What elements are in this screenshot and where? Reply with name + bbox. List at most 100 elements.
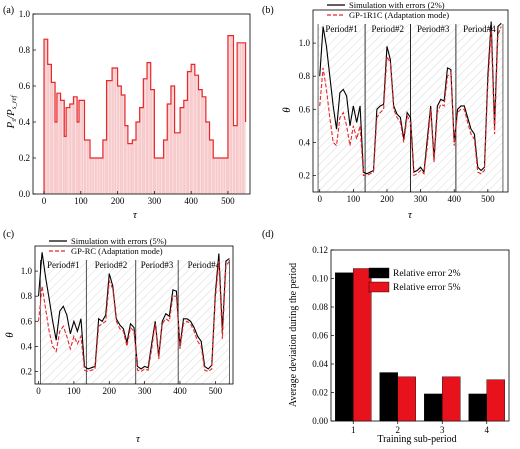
panel-b-legend-label: GP-1R1C (Adaptation mode) bbox=[349, 10, 449, 20]
panel-c-legend-label: Simulation with errors (5%) bbox=[71, 236, 167, 246]
panel-d-bar-s1-c2 bbox=[379, 372, 398, 422]
panel-d-legend-label: Relative error 2% bbox=[393, 269, 461, 279]
panel-c-xtick-label: 500 bbox=[209, 386, 223, 396]
panel-b-period-hatch bbox=[410, 24, 456, 192]
panel-d-plot: 0.00 0.02 0.04 0.06 0.08 0.10 0.12 1 2 3 4 Relative… bbox=[312, 245, 510, 435]
panel-a-plot: 0 100 200 300 400 500 0.0 0.2 0.4 0.6 0.8 1.0 bbox=[19, 9, 251, 206]
panel-c-ytick-label: 1.0 bbox=[21, 266, 33, 276]
panel-a-step-fill bbox=[77, 122, 79, 194]
panel-c-series-line-2 bbox=[37, 260, 230, 373]
panel-d-ytick-label: 0.12 bbox=[312, 245, 328, 255]
panel-d-bar-s1-c3 bbox=[424, 393, 443, 422]
panel-b-ytick-label: 0.4 bbox=[299, 137, 311, 147]
panel-d-ytick-label: 0.02 bbox=[312, 388, 328, 398]
panel-d-ytick-label: 0.10 bbox=[312, 274, 328, 284]
panel-a-ytick-label: 0.2 bbox=[19, 153, 30, 163]
panel-d-xtick-label: 2 bbox=[396, 425, 401, 435]
panel-b-period-label: Period#4 bbox=[463, 24, 496, 34]
panel-c-period-label: Period#3 bbox=[141, 260, 174, 270]
panel-d-bar-s2-c1 bbox=[353, 268, 372, 422]
panel-b-xtick-label: 200 bbox=[380, 194, 394, 204]
panel-b-xtick-label: 400 bbox=[447, 194, 461, 204]
panel-a-step-fill bbox=[55, 122, 57, 194]
panel-b-period-hatch bbox=[318, 24, 366, 192]
panel-a-xtick-label: 300 bbox=[148, 196, 162, 206]
panel-c-plot: Period#1 Period#2 Period#3 Period#4 Simulati… bbox=[21, 236, 234, 396]
panel-d-legend-label: Relative error 5% bbox=[393, 283, 461, 293]
panel-b-period-label: Period#1 bbox=[325, 24, 358, 34]
panel-c-series-line-1 bbox=[37, 252, 230, 370]
panel-a-step-fill bbox=[237, 42, 245, 194]
panel-c-ytick-label: 0.8 bbox=[21, 291, 33, 301]
panel-tag-c: (c) bbox=[3, 229, 14, 240]
panel-b-ytick-label: 0.8 bbox=[299, 71, 311, 81]
panel-a-step-fill bbox=[112, 68, 118, 194]
panel-d-legend-swatch bbox=[368, 267, 390, 279]
panel-b-xtick-label: 500 bbox=[481, 194, 495, 204]
panel-c-xtick-label: 400 bbox=[173, 386, 187, 396]
panel-a-ylabel-mid: /P bbox=[5, 109, 17, 120]
panel-c-axes-frame bbox=[34, 245, 234, 385]
panel-b-xlabel: τ bbox=[408, 209, 413, 221]
panel-a-xtick-label: 200 bbox=[111, 196, 125, 206]
panel-a-ytick-label: 0.6 bbox=[19, 81, 31, 91]
panel-b-plot: Period#1 Period#2 Period#3 Period#4 Simulati… bbox=[299, 0, 509, 204]
panel-b-period-label: Period#3 bbox=[417, 24, 450, 34]
panel-tag-d: (d) bbox=[262, 229, 274, 240]
panel-d-ylabel: Average deviation during the period bbox=[288, 263, 299, 407]
panel-c-period-label: Period#1 bbox=[47, 260, 80, 270]
panel-c-period-hatch bbox=[40, 260, 87, 384]
panel-d-legend-swatch bbox=[368, 281, 390, 293]
panel-a-step-fill bbox=[174, 132, 181, 194]
panel-d-xtick-label: 1 bbox=[351, 425, 356, 435]
panel-a-ytick-label: 0.4 bbox=[19, 117, 31, 127]
panel-b-series-line-2 bbox=[319, 26, 502, 177]
panel-a-ytick-label: 0.8 bbox=[19, 45, 31, 55]
panel-a-step-fill bbox=[106, 80, 113, 194]
panel-d-bar-s1-c4 bbox=[468, 393, 487, 422]
panel-c-xtick-label: 100 bbox=[67, 386, 81, 396]
panel-d-xtick-label: 3 bbox=[440, 425, 445, 435]
panel-b-period-label: Period#2 bbox=[372, 24, 405, 34]
panel-a-ylabel: Ps/Ps_ref bbox=[5, 94, 18, 129]
panel-c-xtick-label: 0 bbox=[36, 386, 41, 396]
panel-a-step-fill bbox=[124, 125, 128, 194]
panel-c-xtick-label: 300 bbox=[138, 386, 152, 396]
panel-c-ytick-label: 0.6 bbox=[21, 316, 33, 326]
panel-c-ylabel: θ bbox=[4, 332, 16, 338]
panel-b-series-line-1 bbox=[319, 21, 502, 175]
panel-d-bar-s2-c3 bbox=[442, 376, 461, 422]
panel-c-legend-label: GP-RC (Adaptation mode) bbox=[71, 246, 163, 256]
panel-a-xtick-label: 400 bbox=[184, 196, 198, 206]
panel-c-xtick-label: 200 bbox=[103, 386, 117, 396]
panel-c-period-hatch bbox=[135, 260, 179, 384]
panel-c-ytick-label: 0.2 bbox=[21, 366, 32, 376]
panel-a-ytick-label: 1.0 bbox=[19, 9, 31, 19]
panel-c-period-label: Period#4 bbox=[188, 260, 221, 270]
panel-a-ylabel-p: P bbox=[5, 122, 17, 130]
panel-a-axes-frame bbox=[32, 13, 251, 195]
panel-b-ytick-label: 1.0 bbox=[299, 38, 311, 48]
panel-d-bar-s2-c4 bbox=[486, 379, 505, 422]
panel-a-step-fill bbox=[227, 35, 234, 194]
panel-b-ytick-label: 0.6 bbox=[299, 104, 311, 114]
panel-a-ylabel-sub2: s_ref bbox=[10, 94, 18, 109]
panel-b-xtick-label: 0 bbox=[317, 194, 322, 204]
panel-a-step-line bbox=[43, 35, 247, 194]
panel-c-xlabel: τ bbox=[136, 433, 141, 445]
panel-a-ylabel-sub1: s bbox=[10, 119, 18, 122]
panel-a-step-fill bbox=[78, 100, 85, 194]
panel-b-ylabel: θ bbox=[281, 107, 293, 113]
panel-b-axes-frame bbox=[312, 9, 509, 193]
panel-d-ytick-label: 0.00 bbox=[312, 416, 328, 426]
panel-a-step-fill bbox=[84, 140, 91, 194]
panel-b-period-hatch bbox=[365, 24, 411, 192]
panel-a-xtick-label: 500 bbox=[221, 196, 235, 206]
panel-a-ytick-label: 0.0 bbox=[19, 189, 31, 199]
panel-a-xtick-label: 100 bbox=[74, 196, 88, 206]
panel-tag-a: (a) bbox=[3, 5, 14, 16]
panel-a-xlabel: τ bbox=[133, 209, 138, 221]
panel-d-ytick-label: 0.04 bbox=[312, 359, 328, 369]
panel-a-step-fill bbox=[64, 136, 67, 194]
